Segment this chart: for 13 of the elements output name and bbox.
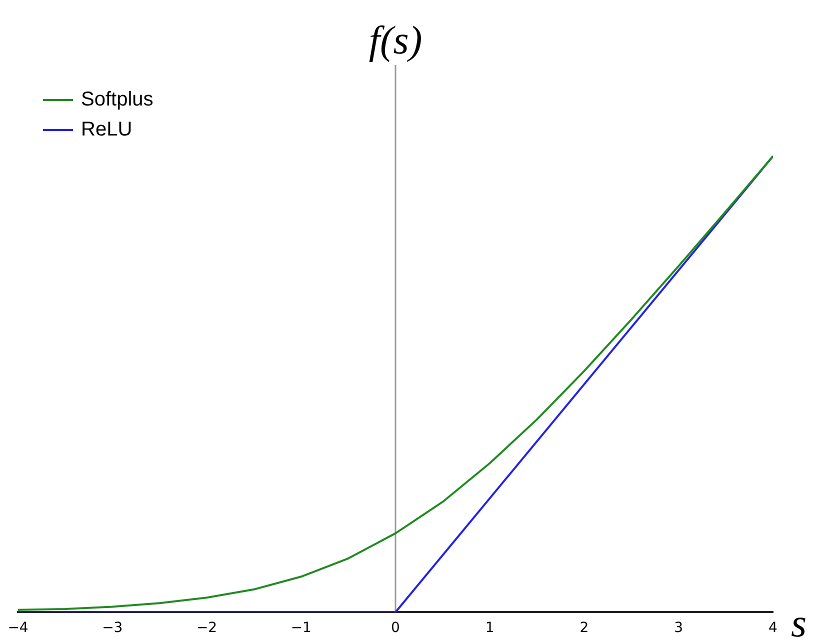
x-tick-label: 4 [768,620,778,636]
x-tick-label: 3 [674,620,684,636]
x-tick-label: 0 [391,620,400,636]
x-axis-title: s [791,600,807,644]
x-tick-label: 2 [580,620,589,636]
y-axis-title: f(s) [368,18,422,63]
x-tick-label: −2 [196,620,218,636]
x-tick-label: −3 [102,620,123,636]
x-tick-label: −4 [8,620,28,636]
x-tick-label: 1 [485,620,494,636]
legend-label: Softplus [81,88,154,111]
legend-label: ReLU [81,118,132,141]
x-tick-label: −1 [290,620,312,636]
